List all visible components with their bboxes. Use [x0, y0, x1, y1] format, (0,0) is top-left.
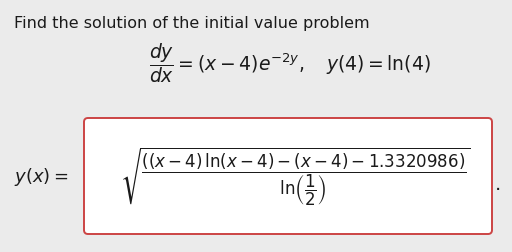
- FancyBboxPatch shape: [84, 118, 492, 234]
- Text: $\sqrt{\dfrac{\left((x-4)\,\ln(x-4) - (x-4) - 1.3320986\right)}{\ln\!\left(\dfra: $\sqrt{\dfrac{\left((x-4)\,\ln(x-4) - (x…: [120, 145, 471, 208]
- Text: .: .: [495, 175, 501, 194]
- Text: $y(x) =$: $y(x) =$: [14, 165, 69, 187]
- Text: Find the solution of the initial value problem: Find the solution of the initial value p…: [14, 16, 370, 31]
- Text: $\dfrac{dy}{dx} = (x - 4)e^{-2y}, \quad y(4) = \ln(4)$: $\dfrac{dy}{dx} = (x - 4)e^{-2y}, \quad …: [149, 41, 431, 85]
